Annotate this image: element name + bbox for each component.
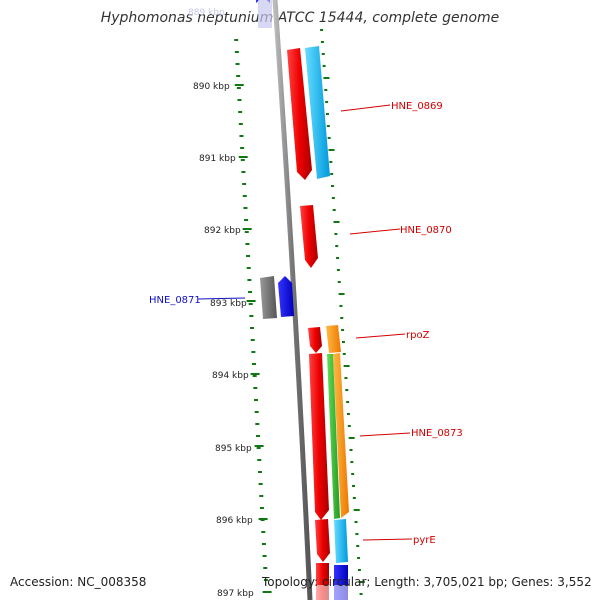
- ruler-label: 897 kbp: [217, 589, 254, 599]
- ruler-ticks: [234, 39, 272, 593]
- label-leaders: [197, 104, 413, 541]
- gene-blue-top-shade: [258, 0, 272, 28]
- ruler-label: 892 kbp: [204, 226, 241, 236]
- ruler-label: 893 kbp: [210, 299, 247, 309]
- gene-rpoz-red: [308, 327, 322, 353]
- gene-hne0873-orange: [333, 353, 349, 518]
- ruler-label: 891 kbp: [199, 154, 236, 164]
- gene-hne0873-green: [327, 354, 340, 519]
- genome-summary: Topology: circular; Length: 3,705,021 bp…: [262, 575, 592, 589]
- gene-label-hne0873[interactable]: HNE_0873: [411, 428, 463, 439]
- gene-hne0870: [300, 205, 318, 268]
- ruler-label: 896 kbp: [216, 516, 253, 526]
- gene-label-hne0869[interactable]: HNE_0869: [391, 101, 443, 112]
- genome-title: Hyphomonas neptunium ATCC 15444, complet…: [100, 10, 500, 26]
- gene-label-hne0871[interactable]: HNE_0871: [149, 295, 201, 306]
- ruler-label: 889 kbp: [188, 8, 225, 18]
- genome-backbone: [272, 0, 313, 600]
- gene-label-hne0870[interactable]: HNE_0870: [400, 225, 452, 236]
- gene-label-pyre[interactable]: pyrE: [413, 535, 436, 546]
- gene-hne0869-cyan: [305, 46, 330, 179]
- gene-hne0873-red: [309, 353, 329, 520]
- ruler-label: 890 kbp: [193, 82, 230, 92]
- outer-track-dots: [320, 29, 365, 595]
- gene-hne0871-blue: [278, 276, 294, 317]
- ruler-label: 895 kbp: [215, 444, 252, 454]
- gene-labels: HNE_0869 HNE_0870 HNE_0871 rpoZ HNE_0873…: [149, 101, 463, 546]
- gene-hne0869-red: [287, 48, 312, 180]
- gene-pyre-red: [315, 519, 330, 562]
- gene-hne0871-gray: [260, 276, 277, 319]
- gene-bottom-fade: [316, 585, 352, 600]
- accession-label: Accession: NC_008358: [10, 575, 147, 589]
- gene-features: [256, 0, 352, 600]
- gene-pyre-cyan: [334, 519, 348, 563]
- gene-label-rpoz[interactable]: rpoZ: [406, 330, 430, 341]
- gene-rpoz-orange: [326, 325, 341, 353]
- ruler-label: 894 kbp: [212, 371, 249, 381]
- ruler-labels: 889 kbp 890 kbp 891 kbp 892 kbp 893 kbp …: [188, 8, 254, 599]
